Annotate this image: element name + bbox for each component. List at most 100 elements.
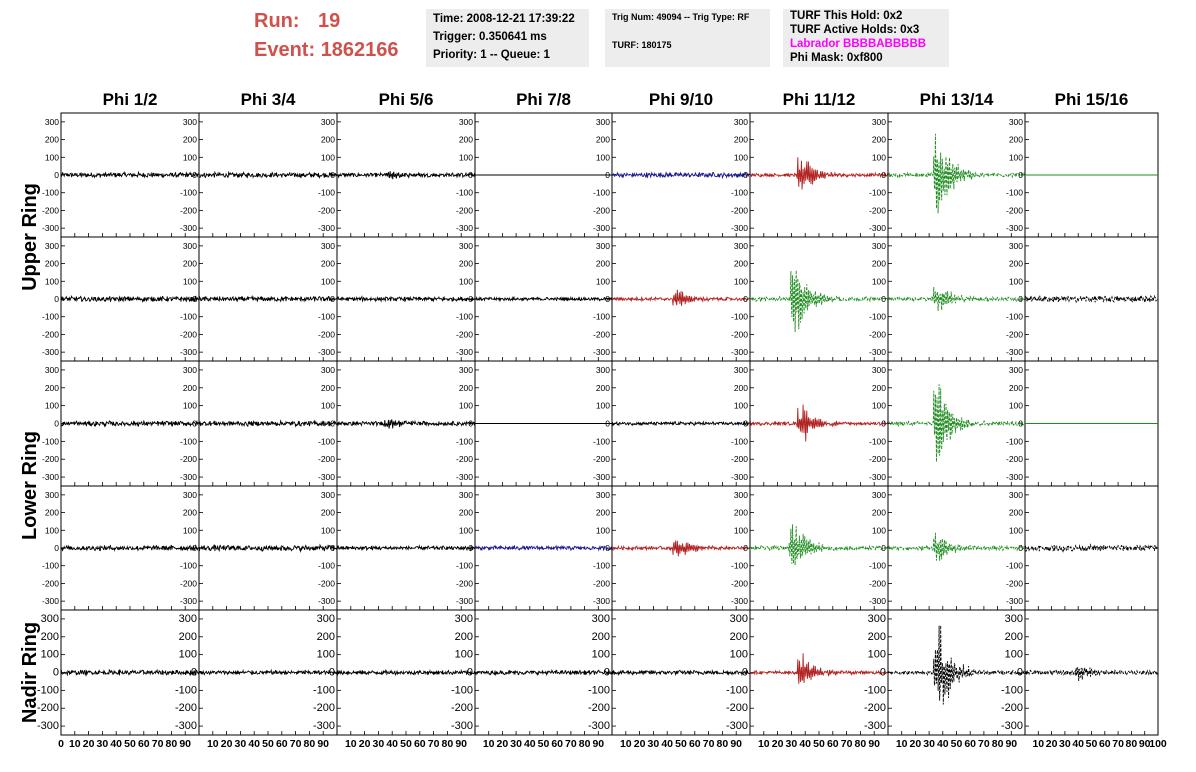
waveform-trace [611, 289, 751, 306]
y-tick-label: -100 [864, 684, 886, 696]
y-tick-label: 300 [596, 117, 610, 127]
y-tick-label: -200 [869, 578, 886, 588]
x-tick-label: 10 [69, 738, 81, 750]
y-tick-label: -200 [731, 329, 748, 339]
y-tick-label: 200 [321, 508, 335, 518]
x-tick-label: 40 [937, 738, 949, 750]
y-tick-label: -200 [42, 205, 59, 215]
y-tick-label: -300 [731, 472, 748, 482]
priority-line: Priority: 1 -- Queue: 1 [433, 49, 550, 61]
x-tick-label: 10 [620, 738, 632, 750]
y-tick-label: 200 [592, 631, 610, 643]
y-tick-label: -300 [456, 596, 473, 606]
y-tick-label: -200 [864, 702, 886, 714]
y-tick-label: 300 [459, 490, 473, 500]
y-tick-label: -100 [593, 436, 610, 446]
x-tick-label: 20 [772, 738, 784, 750]
x-tick-label: 30 [1059, 738, 1071, 750]
y-tick-label: -300 [318, 596, 335, 606]
x-tick-label: 20 [221, 738, 233, 750]
y-tick-label: 300 [321, 365, 335, 375]
y-tick-label: -100 [180, 312, 197, 322]
time-line: Time: 2008-12-21 17:39:22 [433, 13, 575, 25]
trigger-line: Trigger: 0.350641 ms [433, 31, 547, 43]
y-tick-label: 100 [596, 152, 610, 162]
column-header-4: Phi 7/8 [516, 90, 571, 109]
labrador-line: Labrador BBBBABBBBB [790, 38, 927, 50]
x-tick-label: 30 [510, 738, 522, 750]
run-header: Run: 19 [254, 10, 340, 33]
waveform-trace [887, 532, 1026, 561]
turf-line: TURF: 180175 [612, 40, 672, 50]
y-tick-label: 0 [1018, 294, 1023, 304]
y-tick-label: -100 [593, 188, 610, 198]
x-tick-label: 30 [97, 738, 109, 750]
x-tick-label: 10 [1032, 738, 1044, 750]
y-tick-label: 100 [321, 276, 335, 286]
y-tick-label: 200 [730, 631, 748, 643]
waveform-trace [887, 286, 1026, 312]
y-tick-label: -200 [593, 329, 610, 339]
x-tick-label: 90 [317, 738, 329, 750]
y-tick-label: -100 [869, 312, 886, 322]
y-tick-label: 100 [596, 525, 610, 535]
y-tick-label: 0 [1018, 419, 1023, 429]
x-tick-label: 70 [565, 738, 577, 750]
x-tick-label: 20 [359, 738, 371, 750]
y-tick-label: -200 [1006, 329, 1023, 339]
waveform-trace [1024, 667, 1159, 682]
y-tick-label: 100 [459, 276, 473, 286]
column-header-2: Phi 3/4 [241, 90, 296, 109]
y-tick-label: -200 [180, 578, 197, 588]
y-tick-label: 200 [596, 383, 610, 393]
time-info-box: Time: 2008-12-21 17:39:22 Trigger: 0.350… [426, 9, 589, 67]
y-tick-label: -200 [731, 578, 748, 588]
y-tick-label: 0 [743, 419, 748, 429]
y-tick-label: -300 [42, 472, 59, 482]
y-tick-label: -300 [1006, 223, 1023, 233]
y-tick-label: 0 [467, 667, 473, 679]
x-tick-label: 70 [703, 738, 715, 750]
y-tick-label: 0 [329, 667, 335, 679]
waveform-trace [60, 170, 200, 179]
y-tick-label: -200 [593, 205, 610, 215]
y-tick-label: 100 [459, 152, 473, 162]
y-tick-label: -200 [42, 578, 59, 588]
y-tick-label: 200 [179, 631, 197, 643]
x-tick-label: 60 [138, 738, 150, 750]
y-tick-label: 0 [192, 170, 197, 180]
x-tick-label: 90 [592, 738, 604, 750]
waveform-trace [611, 540, 751, 557]
y-tick-label: -100 [869, 436, 886, 446]
trig-info-box: Trig Num: 49094 -- Trig Type: RF TURF: 1… [605, 9, 770, 67]
y-tick-label: 100 [321, 401, 335, 411]
y-tick-label: 200 [41, 631, 59, 643]
x-tick-label: 10 [345, 738, 357, 750]
y-tick-label: -300 [37, 720, 59, 732]
panel-frame [1024, 609, 1159, 736]
turf-active-line: TURF Active Holds: 0x3 [790, 24, 920, 36]
y-tick-label: 0 [330, 543, 335, 553]
y-tick-label: 300 [734, 490, 748, 500]
y-tick-label: 200 [45, 259, 59, 269]
y-tick-label: -200 [318, 205, 335, 215]
y-tick-label: -300 [593, 223, 610, 233]
y-tick-label: 200 [455, 631, 473, 643]
x-tick-label: 30 [373, 738, 385, 750]
y-tick-label: -300 [1006, 596, 1023, 606]
y-tick-label: 200 [183, 259, 197, 269]
y-tick-label: 100 [45, 152, 59, 162]
y-tick-label: -300 [42, 223, 59, 233]
y-tick-label: 0 [881, 419, 886, 429]
y-tick-label: 300 [1005, 613, 1023, 625]
x-tick-label: 90 [179, 738, 191, 750]
y-tick-label: 200 [317, 631, 335, 643]
y-tick-label: 100 [1009, 152, 1023, 162]
y-tick-label: 300 [872, 365, 886, 375]
x-tick-label: 80 [442, 738, 454, 750]
y-tick-label: 100 [872, 401, 886, 411]
y-tick-label: 200 [1009, 135, 1023, 145]
y-tick-label: -200 [593, 454, 610, 464]
waveform-trace [887, 384, 1026, 462]
y-tick-label: 0 [1017, 667, 1023, 679]
